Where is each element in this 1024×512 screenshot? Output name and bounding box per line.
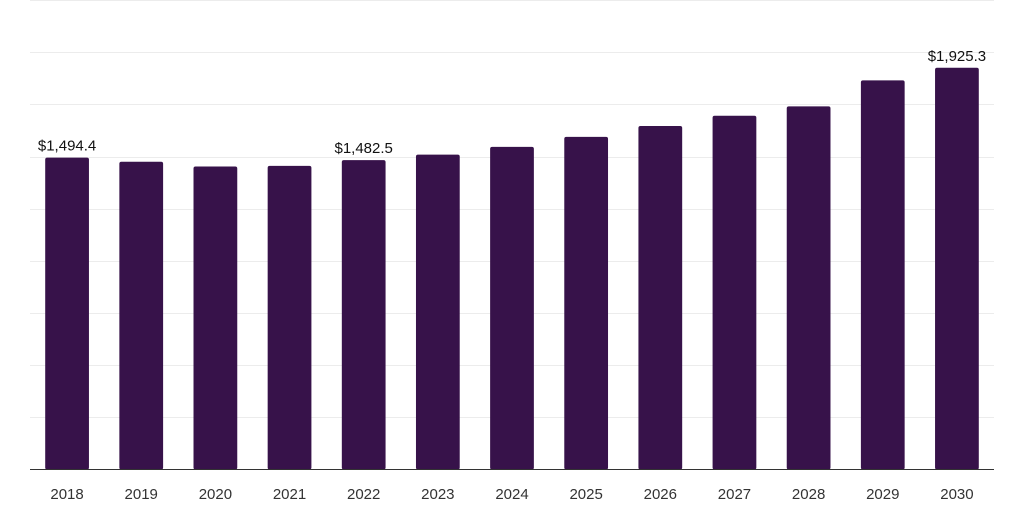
x-tick-label: 2025 xyxy=(569,486,602,503)
bar-2024 xyxy=(490,146,534,470)
bar-2018 xyxy=(45,157,89,470)
bar-2021 xyxy=(267,165,312,470)
bar-2022 xyxy=(341,160,386,470)
x-tick-label: 2029 xyxy=(866,486,899,503)
x-tick-label: 2018 xyxy=(50,486,83,503)
data-labels: $1,494.4 $1,482.5 $1,925.3 xyxy=(38,48,986,157)
x-tick-label: 2022 xyxy=(347,486,380,503)
bars xyxy=(45,67,979,470)
bar-2020 xyxy=(193,166,238,470)
bar-2025 xyxy=(564,136,609,470)
bar-2029 xyxy=(860,80,905,470)
x-tick-label: 2027 xyxy=(718,486,751,503)
bar-2027 xyxy=(712,115,757,470)
x-tick-label: 2028 xyxy=(792,486,825,503)
bar-2028 xyxy=(786,106,831,470)
x-tick-label: 2019 xyxy=(125,486,158,503)
x-tick-label: 2020 xyxy=(199,486,232,503)
data-label: $1,482.5 xyxy=(334,140,392,157)
x-tick-label: 2026 xyxy=(644,486,677,503)
bar-2019 xyxy=(119,161,164,470)
x-tick-label: 2024 xyxy=(495,486,528,503)
bar-2026 xyxy=(638,126,683,470)
x-tick-label: 2030 xyxy=(940,486,973,503)
x-axis-tick-labels: 2018 2019 2020 2021 2022 2023 2024 2025 2026 2027… xyxy=(50,486,973,503)
x-tick-label: 2021 xyxy=(273,486,306,503)
data-label: $1,494.4 xyxy=(38,138,96,155)
bar-2023 xyxy=(415,154,460,470)
bar-2030 xyxy=(935,67,979,470)
data-label: $1,925.3 xyxy=(928,48,986,65)
x-tick-label: 2023 xyxy=(421,486,454,503)
